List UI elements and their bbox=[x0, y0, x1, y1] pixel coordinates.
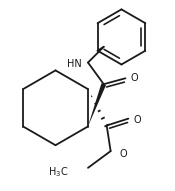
Polygon shape bbox=[88, 83, 106, 126]
Text: O: O bbox=[133, 115, 141, 125]
Text: O: O bbox=[130, 73, 138, 83]
Text: H$_3$C: H$_3$C bbox=[48, 165, 68, 179]
Text: HN: HN bbox=[67, 58, 82, 69]
Text: O: O bbox=[120, 149, 127, 159]
